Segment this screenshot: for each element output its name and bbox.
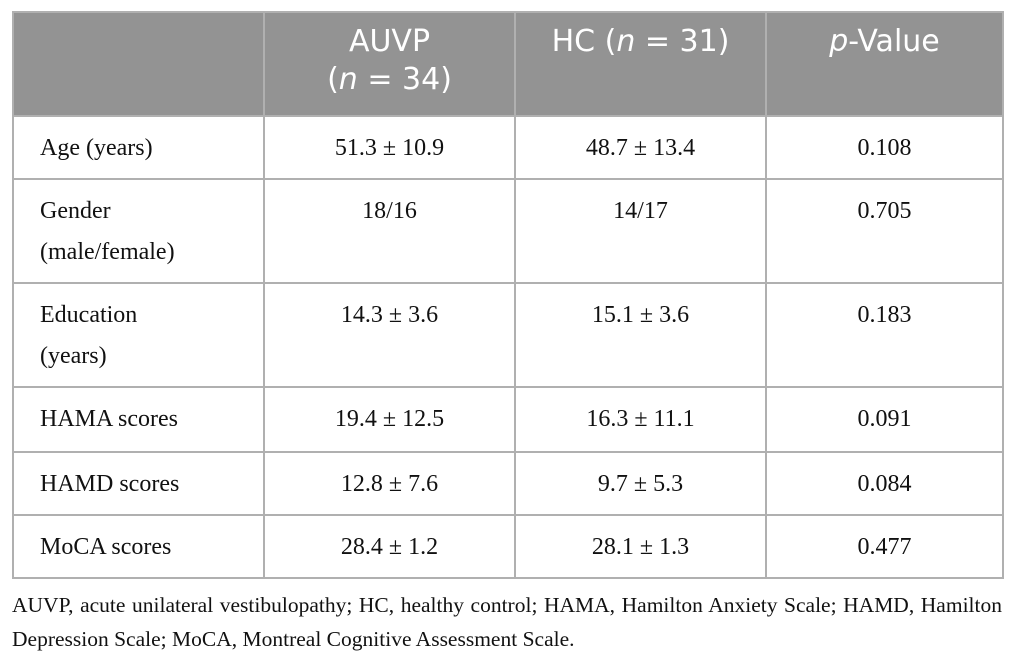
header-text: -Value — [848, 24, 940, 59]
table-cell: 0.091 — [765, 386, 1004, 453]
header-line: HC (n = 31) — [517, 23, 764, 61]
table-row: HAMA scores 19.4 ± 12.5 16.3 ± 11.1 0.091 — [12, 386, 1004, 453]
header-text: HC ( — [551, 24, 617, 59]
table-cell: 0.108 — [765, 115, 1004, 180]
row-label: Gender (male/female) — [12, 178, 265, 284]
row-label: MoCA scores — [12, 514, 265, 579]
table-row: MoCA scores 28.4 ± 1.2 28.1 ± 1.3 0.477 — [12, 514, 1004, 579]
row-label: HAMA scores — [12, 386, 265, 453]
table-cell: 19.4 ± 12.5 — [263, 386, 516, 453]
table-row: Education (years) 14.3 ± 3.6 15.1 ± 3.6 0.1… — [12, 282, 1004, 388]
table: AUVP (n = 34) HC (n = 31) p-Value Age (year… — [12, 11, 1004, 579]
table-cell: 0.477 — [765, 514, 1004, 579]
header-text: AUVP — [348, 24, 431, 59]
header-text: = 31) — [635, 24, 730, 59]
header-text: = 34) — [357, 62, 452, 97]
table-wrap: AUVP (n = 34) HC (n = 31) p-Value Age (year… — [12, 11, 1004, 579]
table-cell: 16.3 ± 11.1 — [514, 386, 767, 453]
header-line: p-Value — [768, 23, 1001, 61]
table-row: Age (years) 51.3 ± 10.9 48.7 ± 13.4 0.108 — [12, 115, 1004, 180]
table-cell: 18/16 — [263, 178, 516, 284]
table-cell: 0.183 — [765, 282, 1004, 388]
table-cell: 12.8 ± 7.6 — [263, 451, 516, 516]
table-row: HAMD scores 12.8 ± 7.6 9.7 ± 5.3 0.084 — [12, 451, 1004, 516]
table-cell: 28.1 ± 1.3 — [514, 514, 767, 579]
header-text: p — [829, 24, 849, 59]
table-body: Age (years) 51.3 ± 10.9 48.7 ± 13.4 0.108 Ge… — [12, 115, 1004, 579]
header-line: (n = 34) — [266, 61, 513, 99]
header-text: n — [338, 62, 358, 97]
footnote: AUVP, acute unilateral vestibulopathy; H… — [12, 593, 1002, 651]
table-row: Gender (male/female) 18/16 14/17 0.705 — [12, 178, 1004, 284]
table-cell: 51.3 ± 10.9 — [263, 115, 516, 180]
row-label: Education (years) — [12, 282, 265, 388]
table-cell: 14/17 — [514, 178, 767, 284]
row-label: Age (years) — [12, 115, 265, 180]
header-cell: AUVP (n = 34) — [263, 11, 516, 117]
table-cell: 0.084 — [765, 451, 1004, 516]
row-label: HAMD scores — [12, 451, 265, 516]
header-text: ( — [327, 62, 339, 97]
header-line: AUVP — [266, 23, 513, 61]
header-cell: p-Value — [765, 11, 1004, 117]
table-cell: 48.7 ± 13.4 — [514, 115, 767, 180]
header-row: AUVP (n = 34) HC (n = 31) p-Value — [12, 11, 1004, 117]
table-cell: 0.705 — [765, 178, 1004, 284]
table-cell: 9.7 ± 5.3 — [514, 451, 767, 516]
header-cell — [12, 11, 265, 117]
table-cell: 14.3 ± 3.6 — [263, 282, 516, 388]
header-text: n — [616, 24, 636, 59]
header-cell: HC (n = 31) — [514, 11, 767, 117]
table-cell: 15.1 ± 3.6 — [514, 282, 767, 388]
table-cell: 28.4 ± 1.2 — [263, 514, 516, 579]
